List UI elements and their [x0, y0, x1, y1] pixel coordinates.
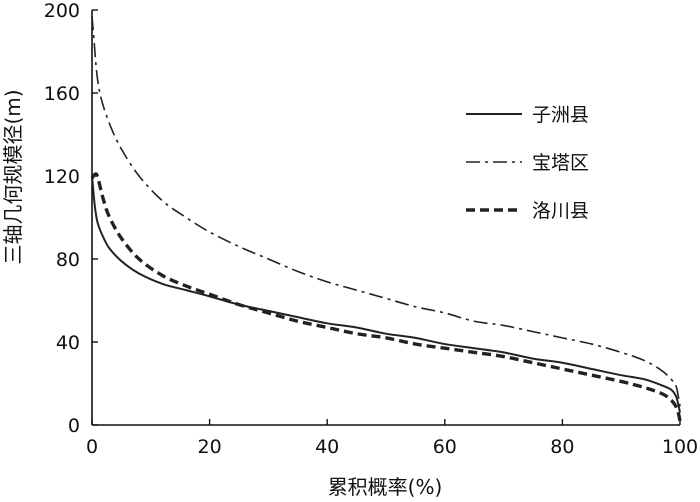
- series-line-2: [90, 172, 682, 422]
- y-tick-label: 120: [44, 166, 80, 188]
- x-tick-label: 100: [662, 436, 698, 458]
- y-tick-label: 80: [56, 249, 80, 271]
- legend-label: 子洲县: [532, 104, 589, 126]
- x-tick-label: 60: [433, 436, 457, 458]
- series-line-1: [91, 16, 681, 407]
- x-tick-label: 40: [315, 436, 339, 458]
- ticks: 0 40 80 120 160 200 0 20 40 60 80 100: [44, 0, 698, 458]
- x-tick-label: 20: [198, 436, 222, 458]
- y-tick-label: 0: [68, 415, 80, 437]
- x-axis-title: 累积概率(%): [328, 475, 443, 499]
- series-line-0: [91, 175, 681, 413]
- legend-label: 宝塔区: [532, 152, 589, 174]
- x-tick-label: 80: [550, 436, 574, 458]
- series-layer: [90, 16, 682, 422]
- x-tick-label: 0: [86, 436, 98, 458]
- axes: [91, 10, 680, 426]
- y-axis-title: 三轴几何规模径(m): [1, 89, 25, 264]
- legend-label: 洛川县: [532, 200, 589, 222]
- y-tick-label: 160: [44, 83, 80, 105]
- y-tick-label: 200: [44, 0, 80, 22]
- y-tick-label: 40: [56, 332, 80, 354]
